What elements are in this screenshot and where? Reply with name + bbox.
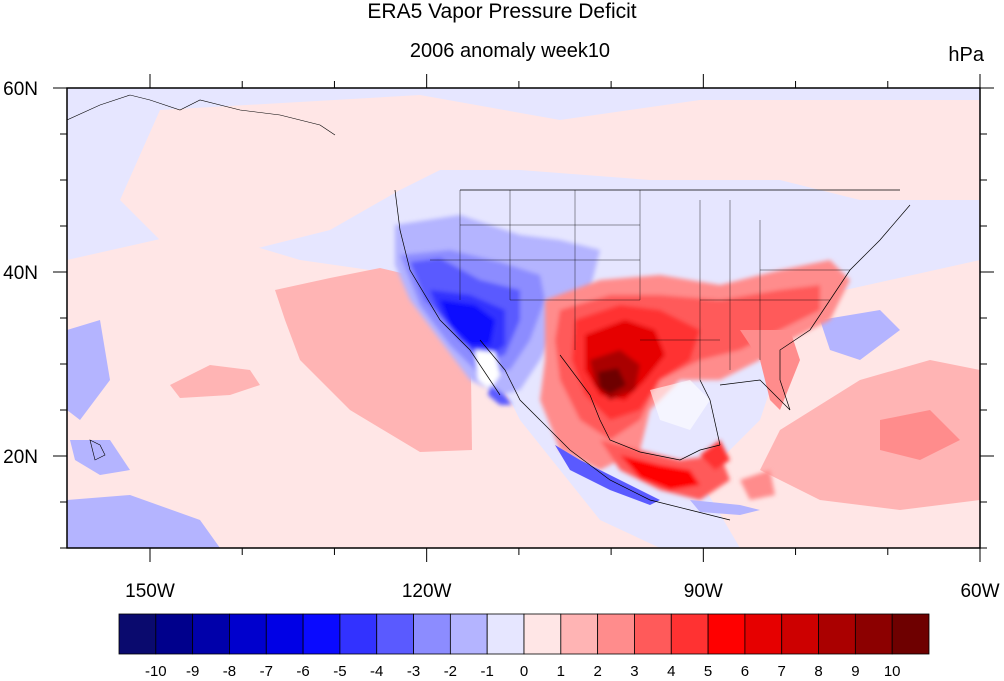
colorbar-tick-label: 5 — [704, 663, 712, 680]
colorbar-tick-label: 3 — [630, 663, 638, 680]
colorbar-swatch — [413, 613, 451, 655]
x-tick-label: 90W — [684, 581, 723, 602]
colorbar-swatch — [854, 613, 893, 655]
region-texas-positive — [540, 260, 850, 500]
colorbar-tick-label: -5 — [333, 663, 346, 680]
y-tick-label: 20N — [3, 447, 38, 468]
y-tick-label: 60N — [3, 79, 38, 100]
colorbar-swatch — [118, 613, 157, 655]
colorbar-tick-label: -7 — [260, 663, 273, 680]
colorbar-swatch — [597, 613, 635, 655]
colorbar-tick-label: 7 — [778, 663, 786, 680]
colorbar-tick-label: -4 — [370, 663, 383, 680]
colorbar — [118, 613, 930, 655]
x-tick-label: 150W — [125, 581, 175, 602]
x-axis-labels: 150W 120W 90W 60W — [125, 581, 999, 602]
colorbar-tick-label: 6 — [741, 663, 749, 680]
colorbar-swatch — [634, 613, 672, 655]
colorbar-swatch — [376, 613, 414, 655]
colorbar-tick-label: 10 — [884, 663, 901, 680]
colorbar-tick-label: 0 — [520, 663, 528, 680]
colorbar-swatch — [229, 613, 267, 655]
region-mexico-coast-negative — [555, 445, 660, 505]
colorbar-tick-label: 1 — [557, 663, 565, 680]
colorbar-tick-label: -10 — [145, 663, 167, 680]
colorbar-swatch — [891, 613, 930, 655]
colorbar-tick-label: -2 — [444, 663, 457, 680]
state-borders — [430, 190, 850, 380]
y-axis-labels: 60N 40N 20N — [3, 79, 38, 468]
colorbar-swatch — [781, 613, 819, 655]
colorbar-labels: -10 -9 -8 -7 -6 -5 -4 -3 -2 -1 0 1 2 3 4 5 6 7 8 9 10 — [145, 663, 901, 680]
colorbar-swatch — [486, 613, 525, 655]
colorbar-tick-label: 8 — [814, 663, 822, 680]
colorbar-swatch — [707, 613, 746, 655]
units-label: hPa — [948, 44, 984, 66]
axis-ticks — [53, 74, 994, 562]
colorbar-tick-label: 2 — [593, 663, 601, 680]
map-field — [67, 88, 980, 548]
colorbar-tick-label: -1 — [481, 663, 494, 680]
colorbar-swatch — [339, 613, 378, 655]
colorbar-swatch — [523, 613, 562, 655]
colorbar-tick-label: -8 — [223, 663, 236, 680]
alaska-coast — [67, 94, 336, 461]
colorbar-tick-label: -6 — [296, 663, 309, 680]
colorbar-swatch — [818, 613, 856, 655]
colorbar-swatch — [302, 613, 341, 655]
x-tick-label: 60W — [960, 581, 999, 602]
colorbar-swatch — [265, 613, 304, 655]
colorbar-swatch — [192, 613, 230, 655]
coastlines — [394, 189, 911, 521]
colorbar-swatch — [560, 613, 599, 655]
colorbar-swatch — [449, 613, 488, 655]
y-tick-label: 40N — [3, 263, 38, 284]
colorbar-swatch — [670, 613, 709, 655]
colorbar-tick-label: 9 — [851, 663, 859, 680]
region-north-slight-positive — [120, 95, 980, 250]
x-tick-label: 120W — [402, 581, 452, 602]
colorbar-tick-label: -9 — [186, 663, 199, 680]
colorbar-tick-label: -3 — [407, 663, 420, 680]
colorbar-swatch — [744, 613, 783, 655]
chart-title: ERA5 Vapor Pressure Deficit — [367, 0, 637, 23]
colorbar-tick-label: 4 — [667, 663, 675, 680]
region-atlantic-positive — [760, 360, 980, 510]
colorbar-swatch — [155, 613, 194, 655]
chart-subtitle: 2006 anomaly week10 — [409, 40, 611, 62]
